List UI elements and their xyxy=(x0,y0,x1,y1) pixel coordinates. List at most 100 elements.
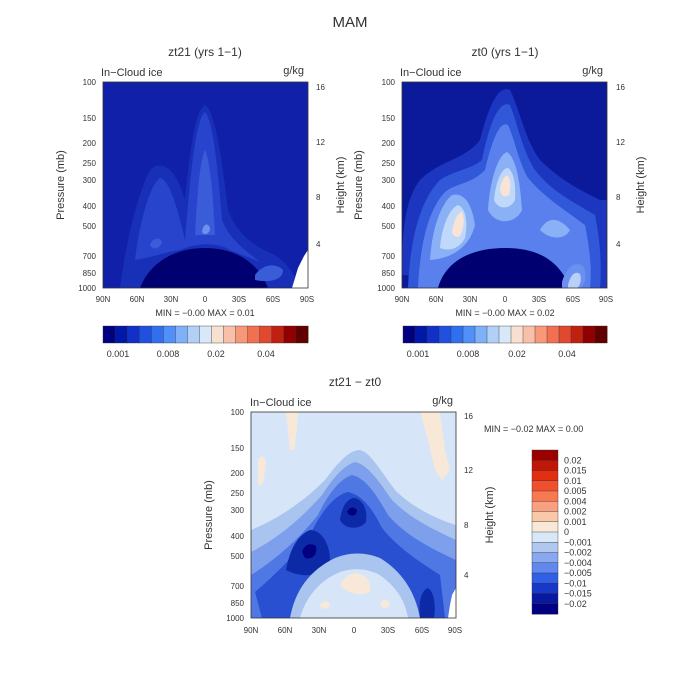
page-title: MAM xyxy=(333,14,368,31)
plot-frame xyxy=(102,81,309,289)
y-tick-label: 400 xyxy=(83,202,97,211)
y-tick-label: 700 xyxy=(231,582,245,591)
contour-field xyxy=(103,82,308,288)
colorbar-swatch xyxy=(211,325,225,344)
contour-field xyxy=(402,82,607,288)
colorbar-label: 0.004 xyxy=(564,496,587,506)
x-tick-label: 90N xyxy=(244,626,259,635)
colorbar-label: 0.001 xyxy=(564,517,587,527)
colorbar-label: 0.02 xyxy=(564,455,582,465)
y-tick-label: 250 xyxy=(83,159,97,168)
x-tick-label: 60S xyxy=(415,626,429,635)
y-tick-label: 250 xyxy=(231,489,245,498)
y-tick-label: 150 xyxy=(231,444,245,453)
x-tick-label: 0 xyxy=(503,295,508,304)
contour-level xyxy=(140,248,268,288)
panel-zt21: zt21 (yrs 1−1) In−Cloud ice g/kg 90N 60N… xyxy=(55,45,347,359)
y-tick-label: 150 xyxy=(83,114,97,123)
colorbar-swatch xyxy=(486,325,500,344)
colorbar-swatch xyxy=(438,325,452,344)
x-tick-label: 30N xyxy=(312,626,327,635)
y-tick-label: 700 xyxy=(382,252,396,261)
x-tick-label: 0 xyxy=(203,295,208,304)
y-tick-label: 850 xyxy=(231,599,245,608)
y-tick-label: 500 xyxy=(231,552,245,561)
colorbar-swatch xyxy=(531,511,559,523)
contour-level xyxy=(568,272,581,288)
x-tick-label: 60S xyxy=(266,295,280,304)
colorbar-label: 0.008 xyxy=(457,349,480,359)
colorbar-swatch xyxy=(498,325,512,344)
y-tick-label: 300 xyxy=(231,506,245,515)
colorbar xyxy=(402,325,608,344)
colorbar-swatch xyxy=(223,325,237,344)
colorbar-swatch xyxy=(531,542,559,554)
colorbar-swatch xyxy=(570,325,584,344)
colorbar-swatch xyxy=(402,325,416,344)
y-axis: 100 150 200 250 300 400 500 700 850 1000… xyxy=(203,408,245,623)
colorbar-label: 0.015 xyxy=(564,466,587,476)
contour-level xyxy=(135,112,260,262)
y2-tick-label: 8 xyxy=(464,521,469,530)
y2-axis-title: Height (km) xyxy=(635,157,647,214)
y2-tick-label: 8 xyxy=(616,193,621,202)
colorbar-swatch xyxy=(295,325,309,344)
x-tick-label: 60N xyxy=(278,626,293,635)
y-tick-label: 150 xyxy=(382,114,396,123)
y2-axis-title: Height (km) xyxy=(335,157,347,214)
colorbar-swatch xyxy=(247,325,261,344)
y-axis-title: Pressure (mb) xyxy=(353,150,365,220)
plot-frame xyxy=(401,81,608,289)
panel-title: zt21 (yrs 1−1) xyxy=(168,45,242,59)
min-max-stats: MIN = −0.00 MAX = 0.01 xyxy=(155,308,254,318)
units-label: g/kg xyxy=(283,65,304,77)
y-tick-label: 200 xyxy=(83,139,97,148)
colorbar-swatch xyxy=(546,325,560,344)
colorbar-swatch xyxy=(114,325,128,344)
y-axis: 100 150 200 250 300 400 500 700 850 1000… xyxy=(353,78,396,293)
colorbar-label: 0.04 xyxy=(558,349,576,359)
contour-level xyxy=(438,248,570,288)
colorbar-swatch xyxy=(534,325,548,344)
colorbar-swatch xyxy=(510,325,524,344)
x-tick-label: 30S xyxy=(232,295,246,304)
colorbar-label: 0.02 xyxy=(508,349,526,359)
colorbar-label: 0.008 xyxy=(157,349,180,359)
plot-frame xyxy=(250,411,457,619)
colorbar-label: 0 xyxy=(564,527,569,537)
y-tick-label: 700 xyxy=(83,252,97,261)
colorbar-swatch xyxy=(531,531,559,543)
variable-label: In−Cloud ice xyxy=(101,67,162,79)
y2-axis: 16 12 8 4 Height (km) xyxy=(616,83,647,249)
y2-tick-label: 8 xyxy=(316,193,321,202)
colorbar-swatch xyxy=(126,325,140,344)
colorbar-swatch xyxy=(462,325,476,344)
variable-label: In−Cloud ice xyxy=(400,67,461,79)
colorbar-label: −0.002 xyxy=(564,548,592,558)
units-label: g/kg xyxy=(582,65,603,77)
y2-tick-label: 16 xyxy=(316,83,325,92)
colorbar xyxy=(102,325,309,344)
terrain xyxy=(292,250,308,288)
variable-label: In−Cloud ice xyxy=(250,397,311,409)
x-tick-label: 90N xyxy=(96,295,111,304)
colorbar-swatch xyxy=(531,480,559,492)
contour-level xyxy=(255,265,283,282)
colorbar-swatch xyxy=(531,490,559,502)
y-tick-label: 500 xyxy=(382,222,396,231)
colorbar-swatch xyxy=(531,470,559,482)
colorbar-swatch xyxy=(522,325,536,344)
colorbar-label: 0.001 xyxy=(407,349,430,359)
y-tick-label: 300 xyxy=(382,176,396,185)
min-max-stats: MIN = −0.02 MAX = 0.00 xyxy=(484,424,583,434)
colorbar-swatch xyxy=(426,325,440,344)
y-tick-label: 400 xyxy=(231,532,245,541)
colorbar-swatch xyxy=(259,325,273,344)
colorbar-swatch xyxy=(531,552,559,564)
y2-axis-title: Height (km) xyxy=(484,487,496,544)
x-tick-label: 0 xyxy=(352,626,357,635)
colorbar-label: 0.001 xyxy=(107,349,130,359)
y-tick-label: 100 xyxy=(382,78,396,87)
contour-level xyxy=(419,588,435,618)
